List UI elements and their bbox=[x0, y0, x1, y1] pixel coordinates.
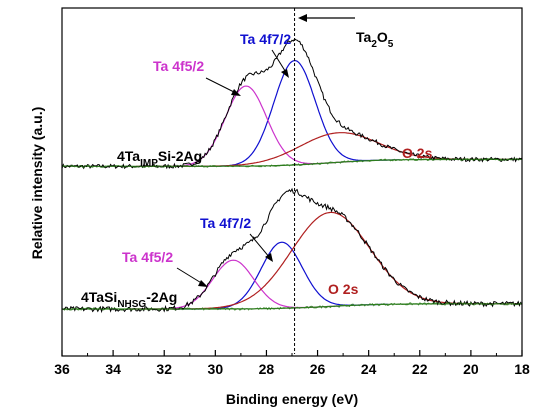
x-tick-label: 30 bbox=[208, 361, 224, 377]
x-tick-label: 26 bbox=[310, 361, 326, 377]
upper-ta4f52-arrowhead bbox=[231, 89, 241, 96]
x-tick-label: 22 bbox=[412, 361, 428, 377]
upper-panel-annotations: Ta 4f7/2 Ta 4f5/2 O 2s bbox=[153, 31, 433, 161]
raw-baseline-p0 bbox=[61, 157, 523, 169]
lower-ta4f52-arrowhead bbox=[198, 280, 208, 287]
upper-ta4f52-label: Ta 4f5/2 bbox=[153, 58, 204, 74]
lower-ta4f72-arrow bbox=[249, 233, 271, 259]
lower-sample-label: 4TaSiNHSG-2Ag bbox=[81, 289, 177, 310]
x-tick-label: 24 bbox=[361, 361, 377, 377]
ta2o5-reference-label: Ta2O5 bbox=[298, 14, 394, 50]
upper-ta4f72-label: Ta 4f7/2 bbox=[240, 31, 291, 47]
upper-sample-label: 4TaIMPSi-2Ag bbox=[117, 148, 202, 169]
x-tick-label: 20 bbox=[463, 361, 479, 377]
ta2o5-arrowhead bbox=[298, 14, 307, 22]
lower-ta4f72-label: Ta 4f7/2 bbox=[200, 215, 251, 231]
lower-panel-annotations: Ta 4f7/2 Ta 4f5/2 O 2s bbox=[122, 215, 359, 297]
x-tick-label: 28 bbox=[259, 361, 275, 377]
x-axis-title: Binding energy (eV) bbox=[226, 391, 358, 407]
lower-o2s-label: O 2s bbox=[328, 281, 359, 297]
fit-component-ta4f72-p1 bbox=[175, 241, 388, 310]
lower-ta4f52-label: Ta 4f5/2 bbox=[122, 249, 173, 265]
experimental-spectrum-p1 bbox=[61, 187, 523, 314]
upper-ta4f72-arrowhead bbox=[281, 69, 289, 78]
x-axis-ticks: 36 34 32 30 28 26 24 22 20 18 bbox=[54, 350, 530, 377]
upper-o2s-label: O 2s bbox=[402, 145, 433, 161]
y-axis-title: Relative intensity (a.u.) bbox=[29, 107, 45, 259]
x-tick-label: 34 bbox=[105, 361, 121, 377]
lower-ta4f52-arrow bbox=[176, 267, 204, 285]
ta2o5-label: Ta2O5 bbox=[356, 29, 394, 50]
x-tick-label: 18 bbox=[514, 361, 530, 377]
upper-ta4f52-arrow bbox=[205, 77, 237, 94]
raw-baseline-p1 bbox=[61, 302, 523, 311]
fit-component-o2s-p1 bbox=[128, 211, 522, 310]
x-tick-label: 32 bbox=[156, 361, 172, 377]
x-tick-label: 36 bbox=[54, 361, 70, 377]
lower-ta4f72-arrowhead bbox=[265, 253, 273, 262]
plot-area bbox=[61, 8, 523, 354]
upper-ta4f72-arrow bbox=[271, 49, 288, 75]
